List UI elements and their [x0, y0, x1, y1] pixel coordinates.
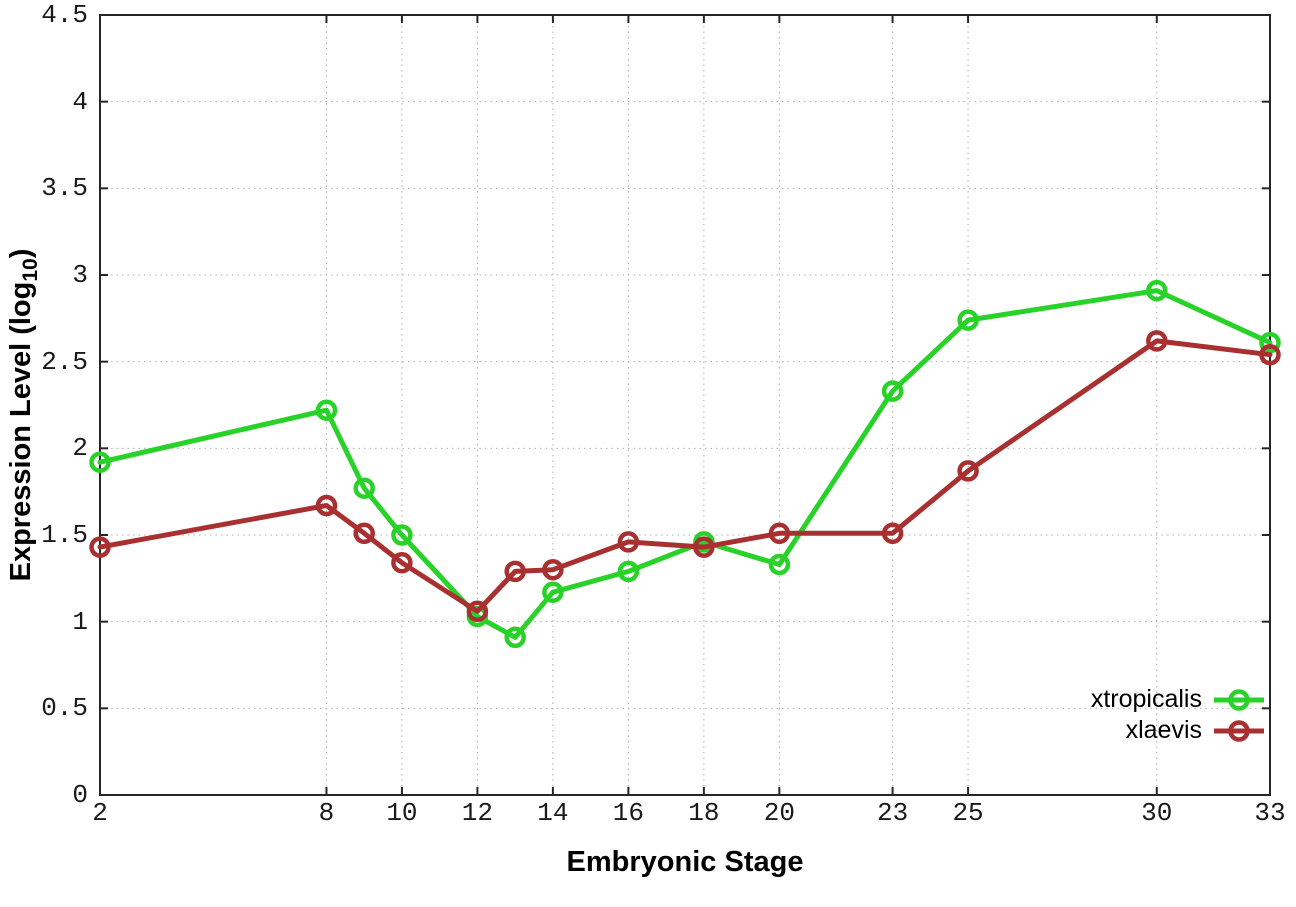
- data-point-xlaevis: [1146, 330, 1168, 352]
- data-point-xtropicalis: [542, 581, 564, 603]
- x-tick-label: 33: [1254, 798, 1286, 828]
- x-tick-label: 14: [537, 798, 569, 828]
- data-point-xlaevis: [504, 560, 526, 583]
- data-point-xlaevis: [315, 494, 338, 517]
- plot-border: [99, 14, 1271, 796]
- x-tick-label: 12: [461, 798, 494, 828]
- data-point-xlaevis: [542, 558, 564, 581]
- y-axis-title: Expression Level (log10): [5, 249, 43, 582]
- data-point-xlaevis: [353, 522, 375, 545]
- data-point-xlaevis: [957, 460, 979, 482]
- data-point-xtropicalis: [768, 553, 791, 576]
- data-point-xlaevis: [391, 551, 413, 574]
- data-point-xtropicalis: [89, 451, 111, 473]
- x-tick-label: 18: [688, 798, 720, 828]
- data-point-xtropicalis: [957, 309, 979, 331]
- x-tick-label: 25: [952, 798, 984, 828]
- data-point-xlaevis: [881, 522, 904, 545]
- legend-item-xtropicalis: xtropicalis: [1091, 684, 1266, 715]
- data-point-xtropicalis: [1146, 279, 1168, 302]
- x-tick-label: 23: [876, 798, 909, 828]
- x-tick-label: 20: [763, 798, 795, 828]
- y-tick-label: 4.5: [41, 0, 88, 30]
- data-point-xlaevis: [768, 522, 791, 545]
- series-line-xlaevis: [97, 338, 1273, 614]
- legend-marker-icon: [1214, 688, 1264, 711]
- data-point-xtropicalis: [391, 524, 413, 546]
- x-tick-label: 16: [612, 798, 644, 828]
- data-point-xtropicalis: [315, 399, 338, 421]
- x-axis-title: Embryonic Stage: [566, 846, 804, 878]
- y-axis-title-close: ): [5, 248, 38, 259]
- y-tick-label: 2: [72, 433, 88, 464]
- x-tick-label: 8: [318, 798, 335, 828]
- y-tick-label: 0: [72, 780, 88, 810]
- data-point-xlaevis: [89, 536, 111, 558]
- x-tick-label: 10: [386, 798, 418, 828]
- series-line-xtropicalis: [97, 288, 1273, 640]
- x-tick-label: 2: [92, 798, 108, 828]
- legend-label: xlaevis: [1125, 716, 1202, 744]
- data-point-xtropicalis: [617, 560, 640, 583]
- y-tick-label: 1: [72, 606, 88, 637]
- legend-marker-icon: [1214, 719, 1264, 742]
- y-tick-label: 1.5: [41, 520, 88, 550]
- data-point-xtropicalis: [504, 626, 526, 649]
- x-tick-label: 30: [1141, 798, 1173, 828]
- legend-item-xlaevis: xlaevis: [1126, 715, 1266, 746]
- data-point-xtropicalis: [881, 380, 904, 402]
- data-point-xlaevis: [693, 536, 715, 558]
- y-axis-title-text: Expression Level (log: [5, 281, 38, 582]
- y-tick-label: 3.5: [41, 173, 88, 204]
- data-point-xlaevis: [617, 531, 640, 553]
- y-tick-label: 4: [72, 86, 88, 117]
- legend-label: xtropicalis: [1090, 685, 1202, 713]
- legend: xtropicalis xlaevis: [1091, 684, 1266, 746]
- data-point-xlaevis: [1259, 343, 1281, 366]
- data-point-xtropicalis: [353, 477, 375, 499]
- data-point-xlaevis: [466, 600, 489, 623]
- data-point-xtropicalis: [1259, 331, 1281, 354]
- y-tick-label: 3: [72, 260, 88, 290]
- y-axis-title-subscript: 10: [18, 258, 42, 282]
- y-tick-label: 0.5: [41, 693, 88, 724]
- y-tick-label: 2.5: [41, 346, 88, 377]
